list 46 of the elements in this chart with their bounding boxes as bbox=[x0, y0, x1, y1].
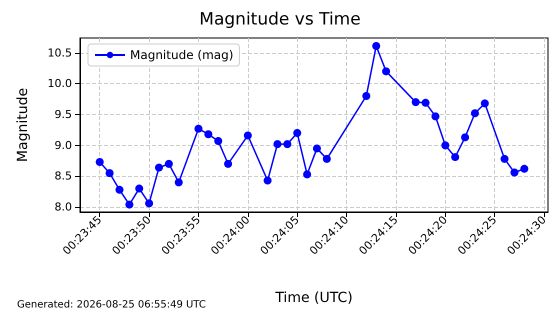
point bbox=[510, 168, 518, 177]
point bbox=[382, 67, 390, 76]
point bbox=[362, 92, 370, 100]
point bbox=[312, 144, 321, 152]
point bbox=[264, 176, 272, 185]
chart-title: Magnitude vs Time bbox=[199, 10, 361, 30]
point bbox=[372, 42, 380, 50]
point bbox=[154, 164, 163, 172]
point bbox=[135, 184, 144, 193]
x-axis-title: Time (UTC) bbox=[274, 290, 353, 306]
point bbox=[116, 186, 124, 194]
y-tick-label: 8.5 bbox=[54, 170, 72, 183]
point bbox=[500, 154, 509, 163]
point bbox=[164, 160, 173, 168]
point bbox=[461, 133, 470, 142]
point bbox=[214, 137, 222, 146]
point bbox=[480, 99, 489, 108]
point bbox=[470, 109, 479, 118]
point bbox=[412, 98, 420, 106]
point bbox=[283, 140, 292, 148]
point bbox=[293, 129, 302, 138]
point bbox=[204, 130, 212, 138]
y-tick-label: 9.5 bbox=[54, 108, 72, 122]
point bbox=[422, 98, 430, 107]
point bbox=[145, 199, 154, 208]
point bbox=[520, 164, 528, 173]
point bbox=[273, 140, 282, 148]
point bbox=[441, 141, 450, 150]
point bbox=[244, 131, 252, 140]
point bbox=[431, 112, 440, 120]
y-tick-label: 10.0 bbox=[48, 77, 72, 90]
y-axis-title: Magnitude bbox=[15, 88, 31, 162]
text: Generated: 2026-08-25 06:55:49 UTC bbox=[17, 300, 206, 310]
y-tick-label: 8.0 bbox=[54, 200, 72, 214]
point bbox=[174, 178, 183, 186]
point bbox=[96, 158, 104, 166]
point bbox=[224, 160, 232, 168]
y-tick-label: 9.0 bbox=[54, 138, 72, 152]
point bbox=[451, 153, 460, 162]
legend-label: Magnitude (mag) bbox=[130, 48, 234, 62]
point bbox=[106, 169, 114, 178]
point bbox=[303, 170, 312, 178]
point bbox=[194, 124, 202, 133]
point bbox=[125, 200, 134, 209]
y-tick-label: 10.5 bbox=[48, 46, 72, 60]
point bbox=[322, 154, 331, 163]
